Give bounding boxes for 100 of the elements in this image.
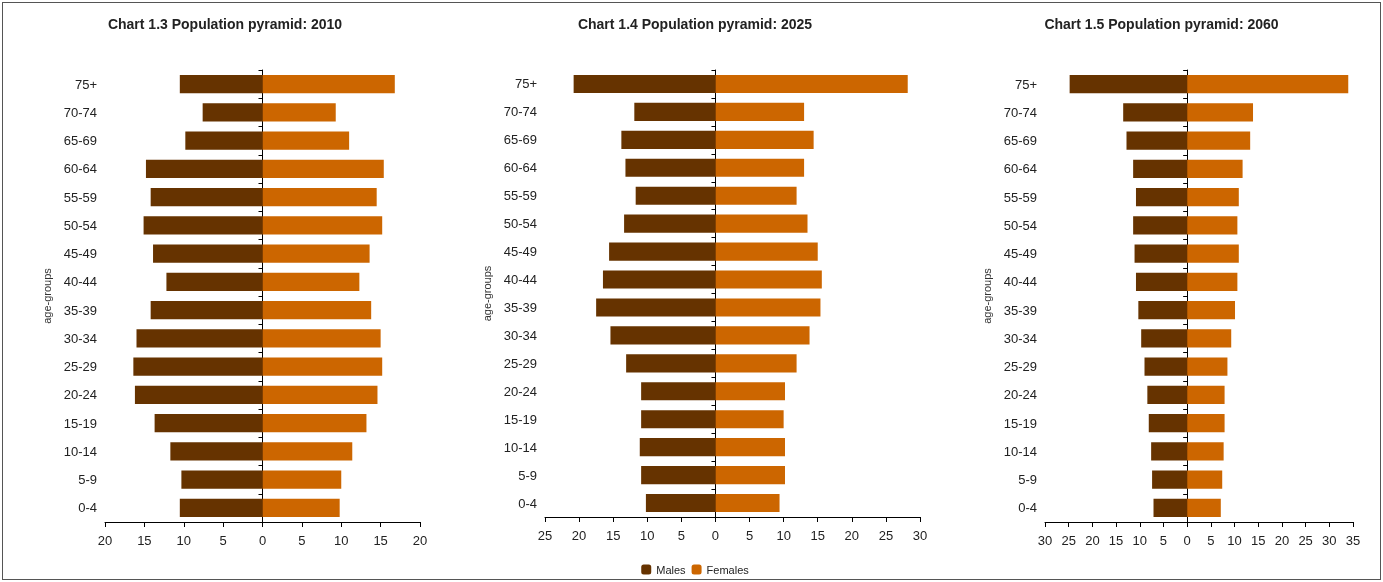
bar	[262, 216, 383, 235]
y-tick-label: 30-34	[503, 327, 537, 343]
bar	[715, 74, 908, 94]
x-tick-label: 10	[334, 533, 349, 548]
x-tick-label: 10	[176, 533, 191, 548]
bar	[1187, 187, 1239, 207]
bar	[1147, 385, 1188, 405]
y-tick-label: 20-24	[1003, 387, 1037, 403]
bar	[715, 130, 814, 149]
x-tick-label: 25	[878, 528, 894, 543]
x-tick-label: 20	[412, 533, 428, 548]
y-tick-label: 10-14	[63, 443, 97, 459]
x-tick-label: 5	[298, 533, 306, 548]
bar	[262, 470, 342, 489]
x-tick-label: 20	[97, 533, 113, 548]
bar	[1133, 216, 1188, 235]
bar	[626, 354, 716, 373]
x-tick-label: 0	[1183, 533, 1191, 548]
bar	[262, 244, 370, 263]
bar	[1187, 272, 1238, 292]
bar	[715, 214, 808, 233]
bar	[134, 385, 263, 405]
x-tick-label: 5	[745, 528, 754, 543]
bar	[634, 102, 716, 121]
bar	[621, 130, 716, 149]
bar	[1069, 74, 1188, 94]
y-tick-label: 70-74	[503, 104, 537, 120]
bar	[715, 382, 785, 401]
bar	[715, 354, 797, 373]
y-tick-label: 5-9	[78, 472, 97, 488]
bar	[262, 413, 367, 433]
y-tick-label: 35-39	[503, 299, 537, 315]
y-axis-title: age-groups	[41, 267, 54, 324]
bar	[715, 186, 797, 205]
x-tick-label: 20	[844, 528, 860, 543]
x-tick-label: 10	[1227, 533, 1242, 548]
bar	[1138, 300, 1188, 320]
chart-title: Chart 1.5 Population pyramid: 2060	[1044, 16, 1279, 32]
y-tick-label: 45-49	[503, 244, 537, 260]
x-tick-label: 5	[219, 533, 227, 548]
bar	[1152, 470, 1188, 489]
y-tick-label: 0-4	[78, 500, 97, 516]
bar	[133, 357, 263, 376]
bar	[166, 272, 263, 292]
bar	[625, 158, 716, 177]
bar	[262, 442, 353, 461]
bar	[136, 329, 263, 348]
x-tick-label: 25	[537, 528, 553, 543]
y-tick-label: 55-59	[1003, 189, 1037, 205]
y-tick-label: 55-59	[63, 189, 97, 205]
bar	[1148, 413, 1188, 433]
y-tick-label: 70-74	[63, 104, 97, 120]
x-tick-label: 10	[1132, 533, 1147, 548]
y-tick-label: 40-44	[1003, 274, 1037, 290]
bar	[179, 498, 263, 518]
chart-title: Chart 1.4 Population pyramid: 2025	[577, 16, 813, 32]
x-tick-label: 15	[1108, 533, 1124, 548]
y-tick-label: 5-9	[1018, 472, 1037, 488]
chart-title: Chart 1.3 Population pyramid: 2010	[107, 16, 343, 32]
bar	[1187, 442, 1224, 461]
y-tick-label: 75+	[74, 76, 97, 92]
bar	[145, 159, 263, 179]
bar	[609, 242, 716, 261]
bar	[1187, 300, 1236, 320]
x-tick-label: 30	[1037, 533, 1053, 548]
bar	[262, 498, 340, 518]
bar	[1135, 272, 1188, 292]
y-tick-label: 55-59	[503, 188, 537, 204]
x-tick-label: 5	[1207, 533, 1215, 548]
y-tick-label: 10-14	[1003, 443, 1037, 459]
bar	[602, 270, 716, 289]
bar	[1133, 159, 1188, 179]
bar	[1187, 413, 1225, 433]
bar	[1141, 329, 1188, 348]
x-tick-label: 15	[810, 528, 825, 543]
y-tick-label: 5-9	[518, 467, 537, 483]
bar	[150, 187, 263, 207]
bar	[715, 410, 784, 429]
bar	[262, 103, 336, 122]
y-tick-label: 40-44	[503, 272, 537, 288]
y-tick-label: 30-34	[63, 330, 97, 346]
y-tick-label: 75+	[1014, 76, 1037, 92]
bar	[573, 74, 716, 94]
bar	[1123, 103, 1188, 122]
x-tick-label: 30	[1322, 533, 1337, 548]
legend-label: Females	[706, 563, 750, 576]
bar	[715, 326, 810, 345]
x-tick-label: 20	[1085, 533, 1100, 548]
bar	[715, 298, 821, 317]
bar	[262, 74, 395, 94]
y-tick-label: 50-54	[503, 216, 537, 232]
bar	[1187, 103, 1254, 122]
bar	[1187, 498, 1221, 518]
y-tick-label: 60-64	[503, 160, 537, 176]
bar	[1187, 216, 1238, 235]
bar	[1126, 131, 1188, 150]
bar	[170, 442, 263, 461]
bar	[1187, 385, 1225, 405]
bar	[143, 216, 263, 235]
bar	[1187, 357, 1228, 376]
